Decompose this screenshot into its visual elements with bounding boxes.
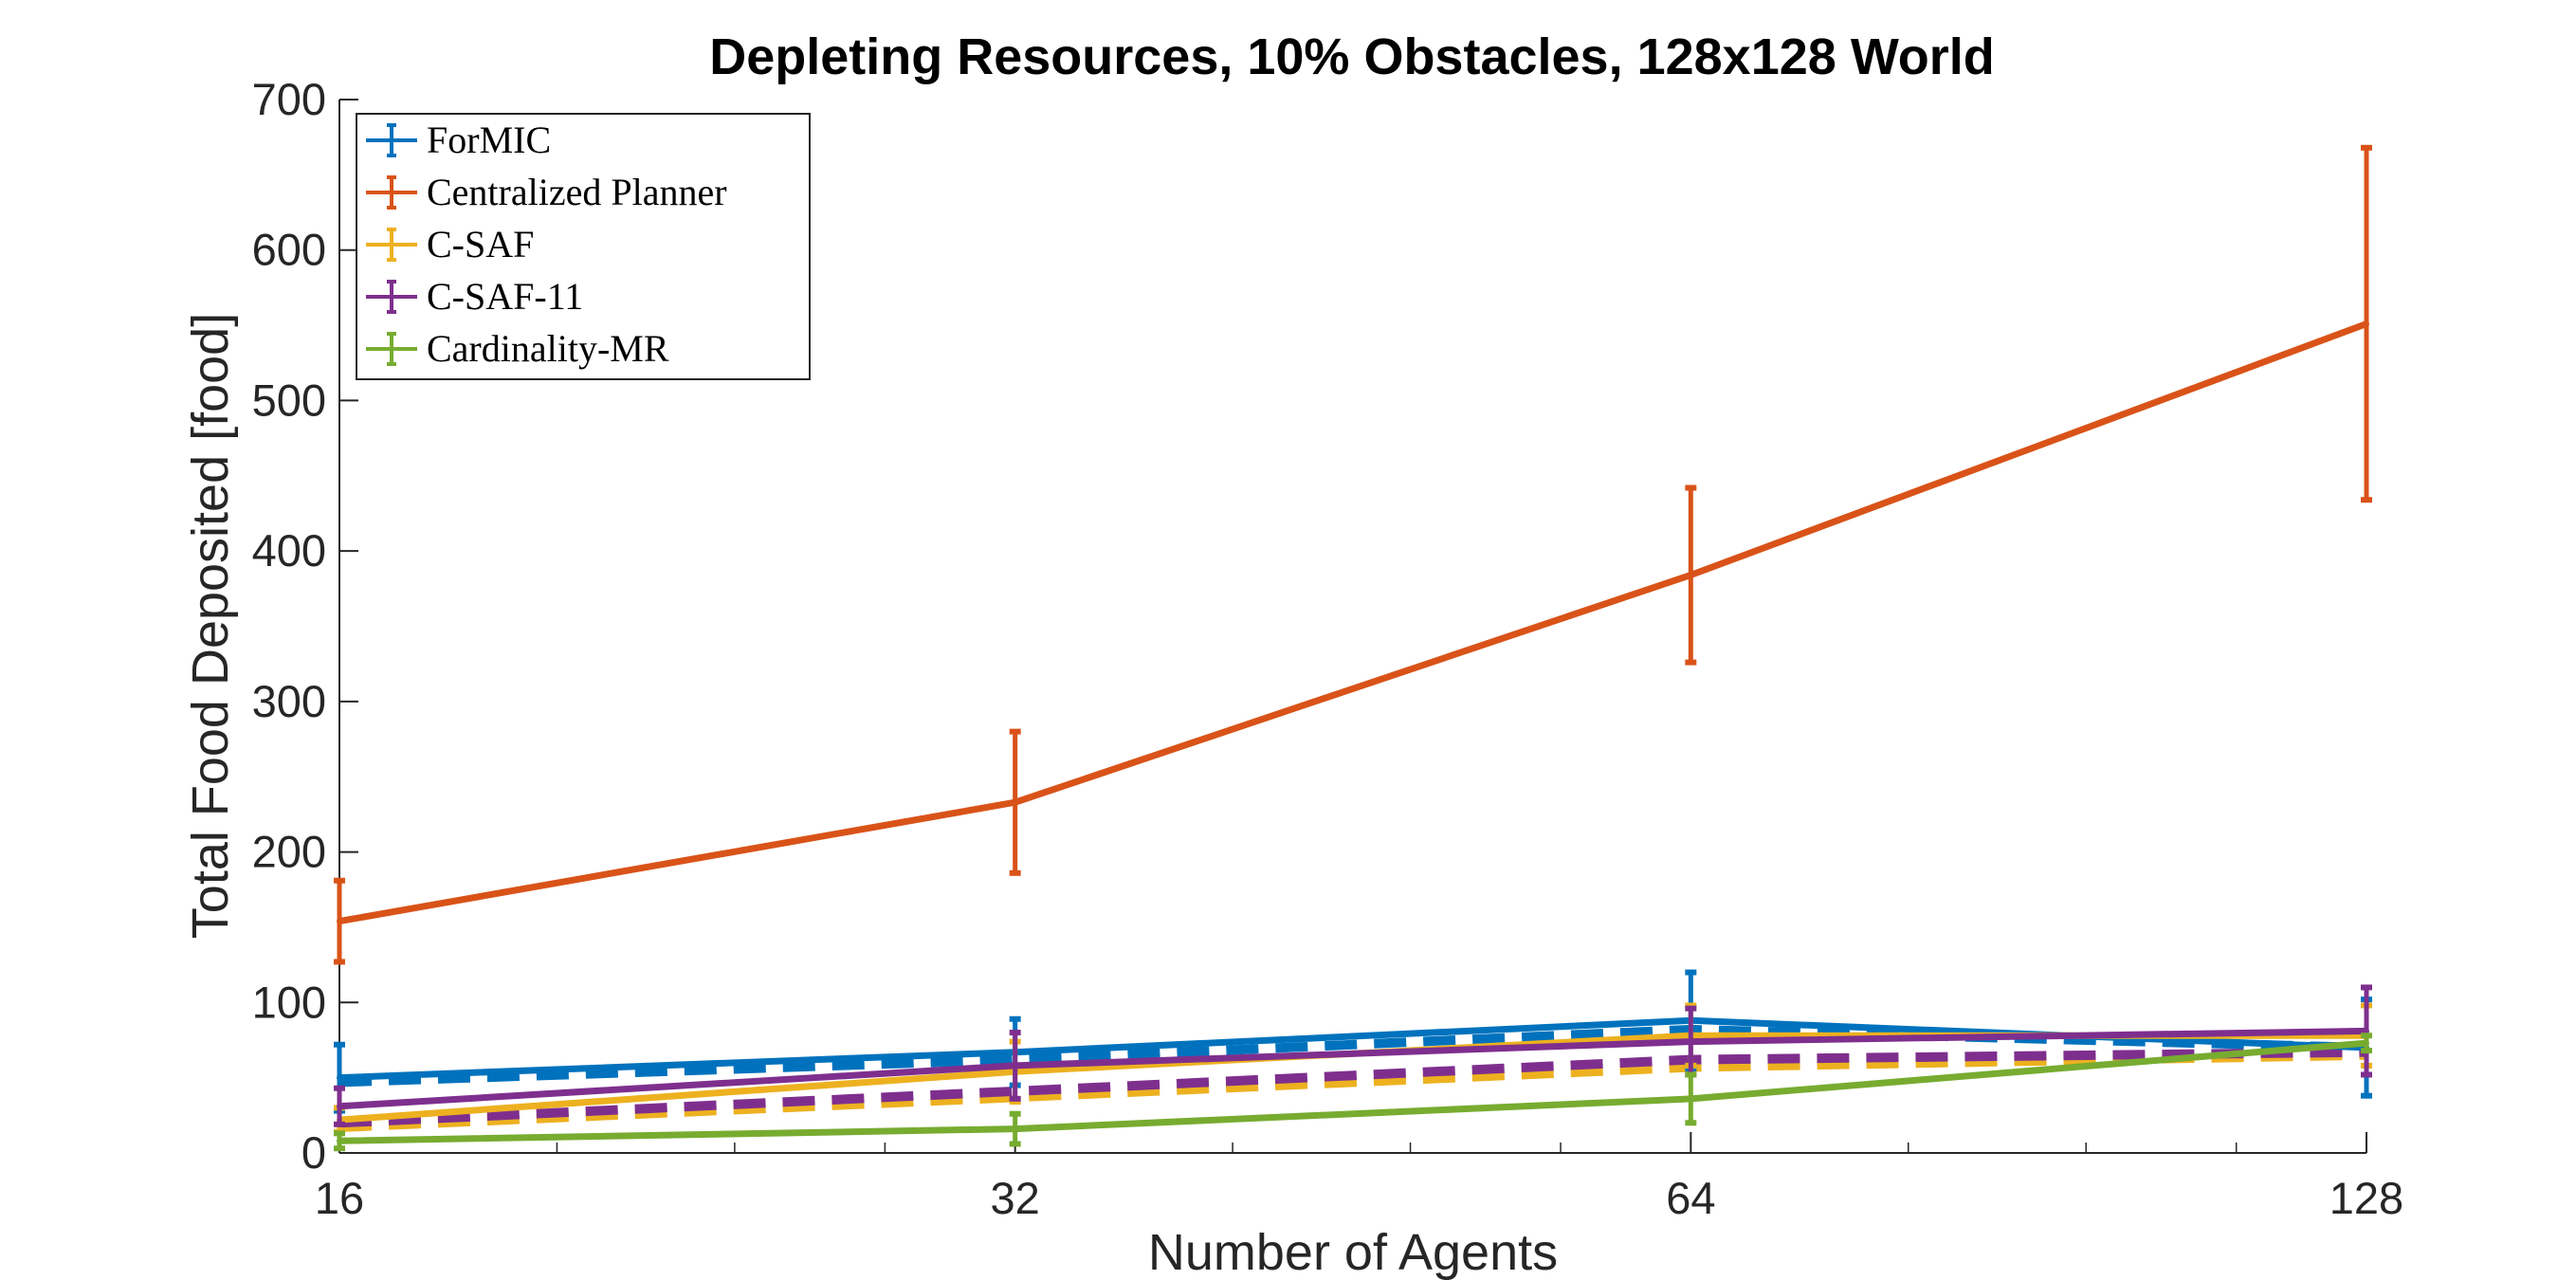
y-tick-label: 300 <box>252 676 326 726</box>
data-point <box>1688 1095 1694 1102</box>
y-tick-label: 0 <box>301 1127 326 1178</box>
legend-label: C-SAF <box>427 223 534 265</box>
series-group <box>334 1033 2372 1152</box>
x-tick-label: 128 <box>2329 1173 2403 1223</box>
plot-area <box>338 100 2366 1154</box>
y-axis-label: Total Food Deposited [food] <box>182 313 239 939</box>
data-point <box>337 1138 342 1144</box>
x-ticks: 16 32 64 128 <box>315 1132 2403 1223</box>
x-axis-label: Number of Agents <box>1148 1224 1558 1280</box>
y-tick-label: 200 <box>252 827 326 877</box>
x-tick-label: 32 <box>991 1173 1040 1223</box>
chart-title: Depleting Resources, 10% Obstacles, 128x… <box>709 28 1995 85</box>
legend-label: Cardinality-MR <box>427 327 669 370</box>
legend-label: C-SAF-11 <box>427 275 583 318</box>
series-line <box>338 1027 2367 1110</box>
data-point <box>2364 1028 2369 1034</box>
series-group <box>334 144 2372 965</box>
y-tick-label: 400 <box>252 525 326 576</box>
x-tick-label: 16 <box>315 1173 364 1223</box>
y-tick-label: 100 <box>252 977 326 1027</box>
legend: ForMIC Centralized Planner C-SAF C-SAF-11 Ca… <box>356 113 811 380</box>
data-point <box>1012 799 1018 806</box>
data-point <box>1012 1125 1018 1132</box>
data-point <box>337 1074 342 1081</box>
data-point <box>1012 1062 1018 1069</box>
series-line <box>338 1039 2367 1144</box>
data-point <box>337 918 342 924</box>
y-tick-label: 700 <box>252 74 326 124</box>
data-point <box>1688 1038 1694 1045</box>
series-dashed-line <box>338 1050 2367 1132</box>
y-tick-label: 600 <box>252 225 326 275</box>
data-point <box>2364 320 2369 327</box>
x-tick-label: 64 <box>1666 1173 1715 1223</box>
y-tick-label: 500 <box>252 375 326 425</box>
series-layer <box>334 144 2372 1152</box>
series-line <box>338 320 2368 925</box>
data-point <box>2364 1040 2369 1047</box>
legend-items: ForMIC Centralized Planner C-SAF C-SAF-11 Ca… <box>366 119 727 370</box>
data-point <box>1688 572 1694 578</box>
data-point <box>337 1103 342 1109</box>
series-dashed-line <box>338 1047 2367 1128</box>
legend-box <box>356 113 811 380</box>
legend-label: Centralized Planner <box>427 171 727 213</box>
series-group <box>334 984 2372 1127</box>
legend-label: ForMIC <box>427 119 551 161</box>
y-ticks: 0 100 200 300 400 500 600 700 <box>252 74 358 1178</box>
